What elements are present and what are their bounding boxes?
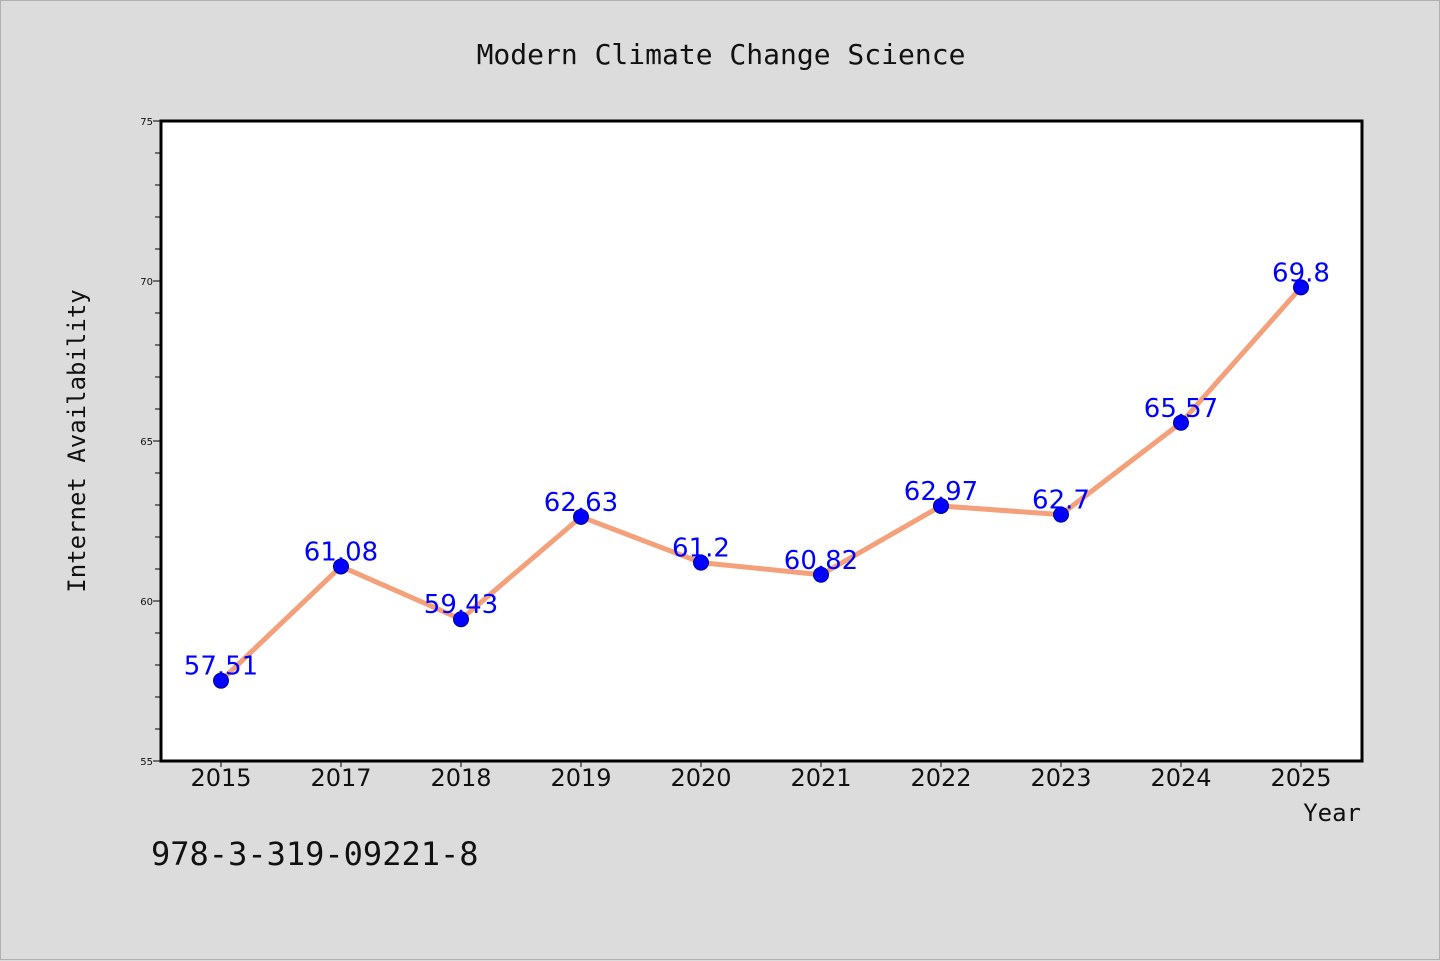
y-tick-label: 55 (140, 757, 153, 768)
x-tick-label: 2025 (1270, 764, 1331, 792)
data-point (333, 558, 349, 575)
data-label: 59.43 (424, 590, 498, 620)
x-tick-label: 2020 (670, 764, 731, 792)
y-tick-label: 70 (140, 277, 153, 288)
y-axis-title: Internet Availability (63, 289, 91, 592)
data-label: 61.2 (672, 534, 730, 564)
x-tick-label: 2015 (190, 764, 251, 792)
x-tick-label: 2017 (310, 764, 371, 792)
data-point (213, 672, 229, 689)
y-tick-label: 75 (140, 117, 153, 128)
data-point (1173, 414, 1189, 431)
chart-title: Modern Climate Change Science (477, 38, 966, 71)
data-point (573, 508, 589, 525)
data-labels: 57.51 61.08 59.43 62.63 61.2 60.82 62.97 62.7 65… (184, 258, 1330, 681)
x-tick-label: 2024 (1150, 764, 1211, 792)
data-label: 61.08 (304, 537, 378, 567)
x-tick-label: 2019 (550, 764, 611, 792)
data-label: 57.51 (184, 652, 258, 682)
plot-area (159, 119, 1364, 763)
data-label: 62.7 (1032, 486, 1090, 516)
isbn-text: 978-3-319-09221-8 (151, 835, 479, 873)
x-tick-label: 2023 (1030, 764, 1091, 792)
data-point (693, 554, 709, 571)
series-polyline (218, 284, 1304, 684)
data-point (813, 566, 829, 583)
series-markers (213, 279, 1309, 689)
data-label: 62.63 (544, 488, 618, 518)
data-point (1293, 279, 1309, 296)
y-axis-ticks: 55 60 65 70 75 (140, 117, 161, 768)
data-label: 62.97 (904, 477, 978, 507)
data-point (933, 497, 949, 514)
y-tick-label: 60 (140, 597, 153, 608)
data-point (1053, 506, 1069, 523)
data-label: 60.82 (784, 546, 858, 576)
y-tick-label: 65 (140, 437, 153, 448)
x-axis-ticks: 2015 2017 2018 2019 2020 2021 2022 2023 2024 2025 (190, 761, 1332, 792)
data-label: 69.8 (1272, 258, 1330, 288)
x-axis-title: Year (1303, 799, 1361, 827)
x-tick-label: 2018 (430, 764, 491, 792)
series-line (218, 284, 1304, 684)
x-tick-label: 2021 (790, 764, 851, 792)
x-tick-label: 2022 (910, 764, 971, 792)
data-point (453, 611, 469, 628)
data-label: 65.57 (1144, 394, 1218, 424)
